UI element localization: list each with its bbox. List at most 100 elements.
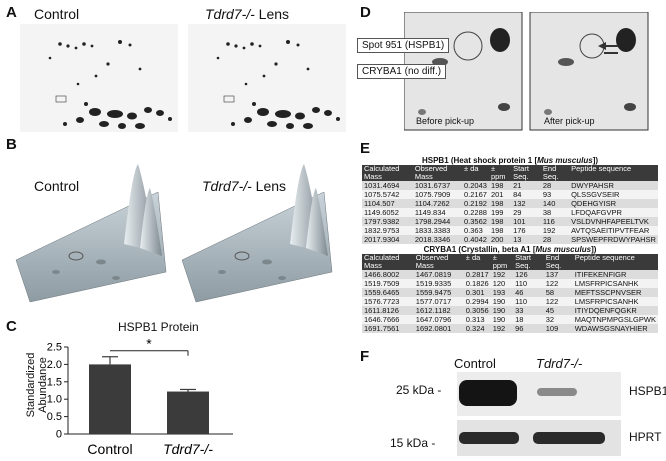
table-cell: 1075.5742 — [362, 190, 413, 199]
table-cell: 193 — [490, 288, 514, 297]
table-cell: 32 — [543, 315, 573, 324]
table-title-suffix: ]) — [591, 245, 597, 254]
table-cell: 198 — [488, 199, 512, 208]
y-tick-label: 0 — [56, 429, 62, 441]
table-row: 1104.507 1104.7262 0.2192 198 132 140 QDEHGYIS… — [362, 199, 658, 208]
table-cell: VSLDVNHFAPEELTVK — [569, 217, 658, 226]
table-cell: 176 — [511, 226, 541, 235]
surface-plots — [15, 164, 333, 303]
table-row: 1466.8002 1467.0819 0.2817 192 126 137 ITIFEKE… — [362, 270, 658, 279]
table-cell: 0.324 — [463, 324, 491, 333]
table-cell: 109 — [543, 324, 573, 333]
y-tick-label: 2.0 — [47, 359, 62, 371]
table-cell: 33 — [513, 306, 544, 315]
table-row: 1149.6052 1149.834 0.2288 199 29 38 LFDQAFGVPR — [362, 208, 658, 217]
table-cell: DWYPAHSR — [569, 181, 658, 190]
table-cell: WDAWSGSNAYHIER — [572, 324, 658, 333]
panel-b-3d-plots — [6, 152, 350, 304]
peptide-tables: HSPB1 (Heat shock protein 1 [ Mus musculu… — [362, 156, 658, 333]
table-cell: 0.2817 — [463, 270, 491, 279]
panel-label-c: C — [6, 318, 17, 335]
table-cell: 1692.0801 — [413, 324, 464, 333]
table-cell: 0.2192 — [462, 199, 489, 208]
table-cell: 2018.3346 — [412, 235, 462, 244]
gel-image-control — [20, 24, 178, 132]
hspb1-peptide-table: Calculated Mass Observed Mass ± da ± ppm Sta… — [362, 165, 658, 244]
table-cell: 126 — [513, 270, 544, 279]
bar — [167, 391, 209, 434]
table-cell: 132 — [511, 199, 541, 208]
table-cell: SPSWEPFRDWYPAHSR — [569, 235, 658, 244]
table-cell: 1149.834 — [412, 208, 462, 217]
table-cell: 1519.7509 — [362, 279, 414, 288]
table-cell: 198 — [488, 226, 512, 235]
table-title-suffix: ]) — [592, 156, 599, 165]
table-cell: 58 — [543, 288, 573, 297]
lens-label: Lens — [251, 178, 287, 194]
western-blot-hspb1 — [457, 372, 621, 416]
table-cell: 140 — [540, 199, 570, 208]
table-cell: 200 — [488, 235, 512, 244]
table-title-cryba1: CRYBA1 (Crystallin, beta A1 [Mus musculu… — [362, 245, 658, 254]
table-cell: 46 — [513, 288, 544, 297]
table-cell: 2017.9304 — [362, 235, 413, 244]
marker-25kda: 25 kDa - — [396, 383, 442, 397]
table-cell: 0.2043 — [462, 181, 489, 190]
table-cell: 1031.6737 — [412, 181, 462, 190]
lane-label-control: Control — [454, 356, 496, 371]
table-header: ± da — [463, 254, 491, 270]
table-cell: 1647.0796 — [413, 315, 464, 324]
table-cell: 93 — [540, 190, 570, 199]
table-cell: 192 — [490, 324, 514, 333]
table-row: 1559.6465 1559.9475 0.301 193 46 58 MEFTSSCPNV… — [362, 288, 658, 297]
table-cell: 101 — [511, 217, 541, 226]
table-cell: 0.1826 — [463, 279, 491, 288]
significance-star: * — [146, 336, 152, 352]
table-cell: 84 — [511, 190, 541, 199]
table-row: 1031.4694 1031.6737 0.2043 198 21 28 DWYPAHSR — [362, 181, 658, 190]
band-label-hprt: HPRT — [629, 430, 662, 444]
table-cell: 0.3562 — [462, 217, 489, 226]
table-cell: 192 — [540, 226, 570, 235]
genotype-label: Tdrd7-/- — [205, 6, 255, 22]
table-cell: 122 — [543, 279, 573, 288]
table-header: Calculated Mass — [362, 165, 413, 181]
table-header: ± ppm — [488, 165, 512, 181]
after-pickup-caption: After pick-up — [544, 116, 595, 126]
table-cell: 0.2994 — [463, 297, 491, 306]
table-cell: 190 — [490, 315, 514, 324]
panel-label-f: F — [360, 348, 370, 365]
table-header: Observed Mass — [413, 254, 464, 270]
table-row: 1611.8126 1612.1182 0.3056 190 33 45 ITIYDQENF… — [362, 306, 658, 315]
band-label-hspb1: HSPB1 — [629, 384, 666, 398]
table-cell: 110 — [513, 297, 544, 306]
table-cell: ITIYDQENFQGKR — [572, 306, 658, 315]
table-header: Peptide sequence — [572, 254, 658, 270]
panel-label-d: D — [360, 4, 371, 21]
table-cell: 137 — [543, 270, 573, 279]
table-header: Calculated Mass — [362, 254, 414, 270]
bar — [89, 364, 131, 434]
table-cell: 1467.0819 — [413, 270, 464, 279]
table-cell: 0.2167 — [462, 190, 489, 199]
lane-label-knockout: Tdrd7-/- — [536, 356, 583, 371]
chart-title: HSPB1 Protein — [118, 320, 199, 334]
panel-label-a: A — [6, 4, 17, 21]
table-cell: LMSFRPICSANHK — [572, 279, 658, 288]
table-cell: 122 — [543, 297, 573, 306]
table-title-species: Mus musculus — [535, 245, 592, 254]
table-row: 1075.5742 1075.7909 0.2167 201 84 93 QLSSGVSEI… — [362, 190, 658, 199]
table-cell: 1559.9475 — [413, 288, 464, 297]
marker-15kda: 15 kDa - — [390, 436, 436, 450]
table-cell: ITIFEKENFIGR — [572, 270, 658, 279]
table-title-hspb1: HSPB1 (Heat shock protein 1 [Mus musculu… — [362, 156, 658, 165]
table-cell: 0.2288 — [462, 208, 489, 217]
table-cell: 1646.7666 — [362, 315, 414, 324]
panel-label-b: B — [6, 136, 17, 153]
table-cell: LMSFRPICSANHK — [572, 297, 658, 306]
table-cell: 38 — [540, 208, 570, 217]
table-cell: MEFTSSCPNVSER — [572, 288, 658, 297]
table-cell: 45 — [543, 306, 573, 315]
table-title-prefix: HSPB1 (Heat shock protein 1 [ — [421, 156, 538, 165]
lens-label: Lens — [254, 6, 290, 22]
